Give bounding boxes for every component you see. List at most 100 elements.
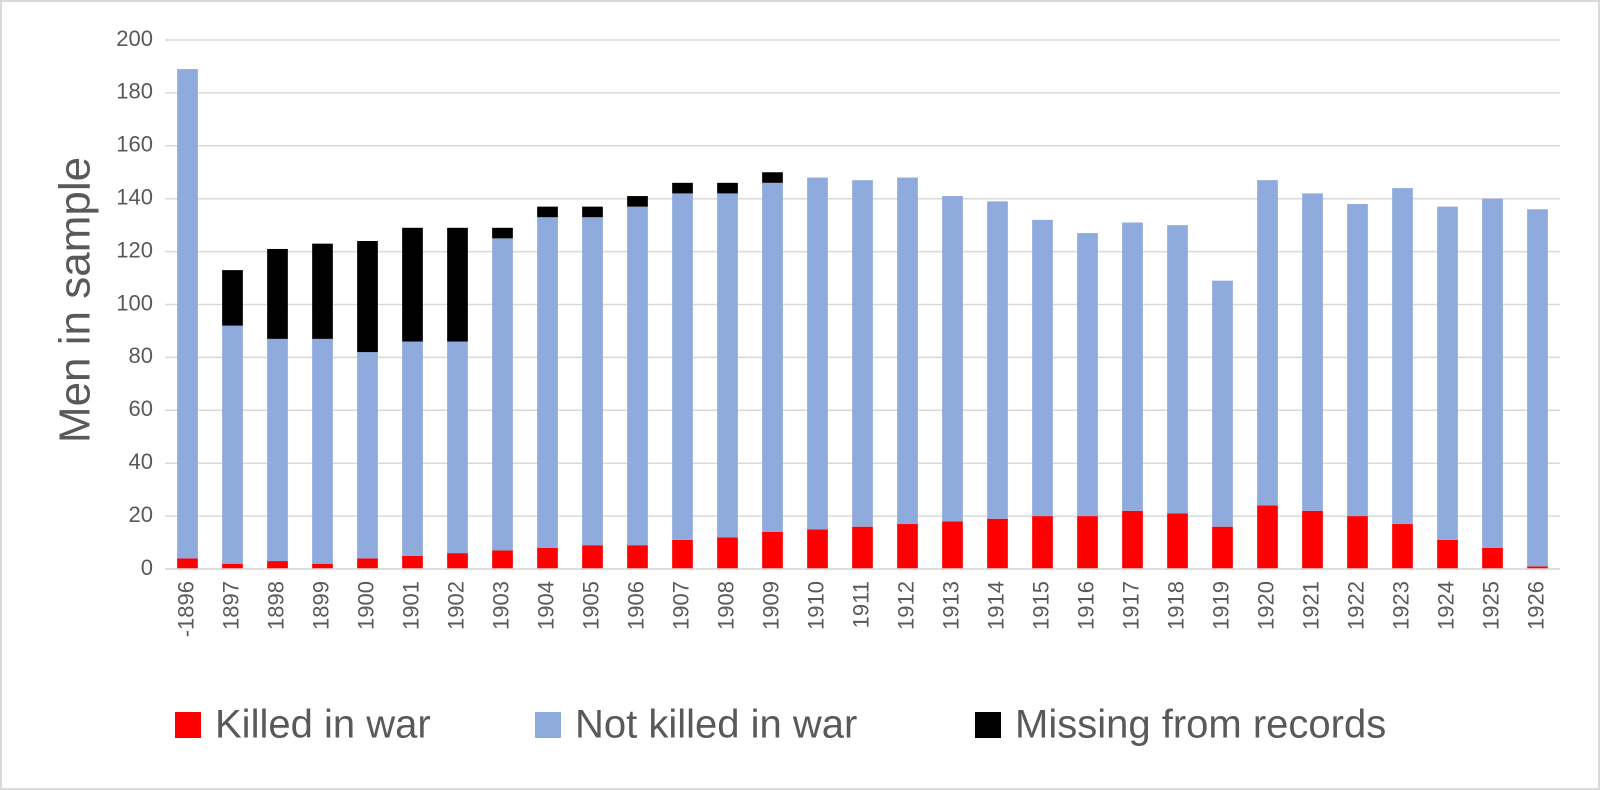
bar-segment — [312, 243, 333, 339]
bar-segment — [897, 177, 918, 525]
bar-segment — [762, 182, 783, 532]
bar-segment — [357, 558, 378, 569]
y-tick-label: 100 — [116, 290, 153, 315]
bar-segment — [447, 227, 468, 342]
bar-segment — [1167, 513, 1188, 569]
y-axis-title: Men in sample — [51, 157, 100, 443]
bar-segment — [1527, 566, 1548, 569]
legend-swatch — [175, 712, 201, 738]
x-tick-label: 1924 — [1433, 581, 1458, 630]
x-tick-label: 1916 — [1073, 581, 1098, 630]
bar-segment — [762, 531, 783, 569]
bar-segment — [1167, 225, 1188, 514]
x-tick-label: 1900 — [353, 581, 378, 630]
bar-segment — [402, 341, 423, 556]
x-tick-label: 1925 — [1478, 581, 1503, 630]
x-tick-label: 1922 — [1343, 581, 1368, 630]
x-tick-label: 1926 — [1523, 581, 1548, 630]
bar-segment — [1212, 280, 1233, 527]
bar-segment — [852, 180, 873, 527]
x-tick-label: 1903 — [488, 581, 513, 630]
y-tick-label: 0 — [141, 555, 153, 580]
bar-segment — [582, 206, 603, 218]
bar-segment — [1437, 206, 1458, 540]
x-tick-label: 1905 — [578, 581, 603, 630]
bar-segment — [402, 555, 423, 569]
legend-swatch — [975, 712, 1001, 738]
bar-segment — [1527, 209, 1548, 567]
y-tick-label: 200 — [116, 26, 153, 51]
bar-segment — [852, 526, 873, 569]
x-tick-label: 1923 — [1388, 581, 1413, 630]
y-tick-label: 180 — [116, 79, 153, 104]
bar-segment — [1122, 510, 1143, 569]
bar-segment — [177, 558, 198, 569]
bar-segment — [1257, 505, 1278, 569]
bar-segment — [717, 537, 738, 569]
x-tick-label: -1896 — [173, 581, 198, 637]
bar-segment — [357, 352, 378, 559]
bar-segment — [222, 325, 243, 564]
x-tick-label: 1899 — [308, 581, 333, 630]
x-tick-label: 1914 — [983, 581, 1008, 630]
bar-segment — [447, 341, 468, 554]
bar-segment — [267, 561, 288, 569]
bar-segment — [1077, 233, 1098, 517]
bar-segment — [357, 241, 378, 353]
bar-segment — [1032, 516, 1053, 569]
bar-segment — [1212, 526, 1233, 569]
x-tick-label: 1921 — [1298, 581, 1323, 630]
bar-segment — [717, 182, 738, 194]
bar-segment — [1482, 547, 1503, 569]
bar-segment — [942, 521, 963, 569]
legend-swatch — [535, 712, 561, 738]
bar-segment — [537, 206, 558, 218]
bar-segment — [177, 69, 198, 559]
x-tick-label: 1913 — [938, 581, 963, 630]
x-tick-label: 1920 — [1253, 581, 1278, 630]
bar-segment — [1347, 516, 1368, 569]
y-tick-label: 60 — [129, 396, 153, 421]
legend-label: Not killed in war — [575, 703, 857, 747]
bar-segment — [1032, 219, 1053, 517]
y-tick-label: 80 — [129, 343, 153, 368]
bar-segment — [312, 563, 333, 569]
legend-label: Killed in war — [215, 703, 431, 747]
x-tick-label: 1906 — [623, 581, 648, 630]
bar-segment — [582, 217, 603, 546]
x-tick-label: 1901 — [398, 581, 423, 630]
bar-segment — [267, 338, 288, 562]
bar-segment — [627, 196, 648, 207]
bar-segment — [492, 550, 513, 569]
bar-segment — [1347, 203, 1368, 517]
bar-segment — [942, 196, 963, 522]
bar-segment — [492, 238, 513, 551]
bar-segment — [717, 193, 738, 538]
bar-segment — [1077, 516, 1098, 569]
y-tick-label: 40 — [129, 449, 153, 474]
x-tick-label: 1919 — [1208, 581, 1233, 630]
bar-segment — [1437, 539, 1458, 569]
bar-segment — [1122, 222, 1143, 511]
bar-segment — [672, 182, 693, 194]
y-tick-label: 20 — [129, 502, 153, 527]
legend-label: Missing from records — [1015, 703, 1386, 747]
bar-segment — [537, 547, 558, 569]
y-tick-label: 140 — [116, 185, 153, 210]
bar-segment — [1392, 524, 1413, 569]
bar-segment — [312, 338, 333, 564]
bar-segment — [492, 227, 513, 239]
bar-segment — [582, 545, 603, 569]
x-tick-label: 1902 — [443, 581, 468, 630]
bar-segment — [402, 227, 423, 342]
y-tick-label: 160 — [116, 132, 153, 157]
bar-segment — [1257, 180, 1278, 506]
bar-segment — [1392, 188, 1413, 525]
bar-segment — [267, 248, 288, 339]
x-tick-label: 1911 — [848, 581, 873, 628]
bar-segment — [1302, 510, 1323, 569]
bar-segment — [1302, 193, 1323, 511]
bar-segment — [807, 177, 828, 530]
bar-segment — [627, 206, 648, 546]
